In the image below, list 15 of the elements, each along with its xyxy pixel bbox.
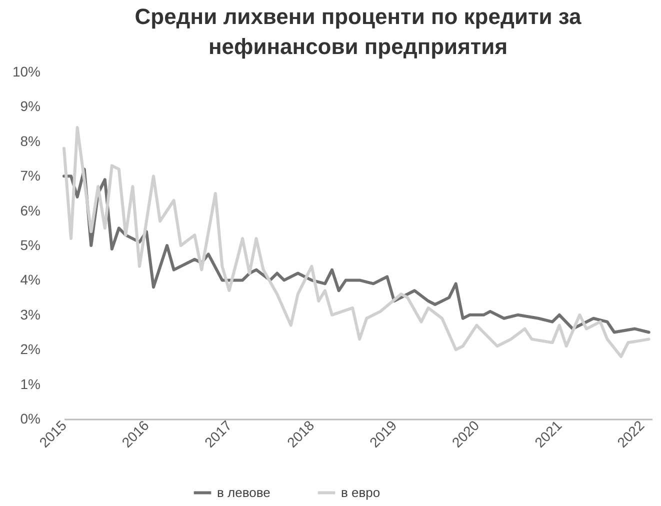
y-tick-label: 0% xyxy=(20,410,40,426)
y-tick-label: 3% xyxy=(20,306,40,322)
y-tick-label: 5% xyxy=(20,237,40,253)
chart-title: Средни лихвени проценти по кредити за нефинансови предприятия xyxy=(134,4,582,59)
y-tick-label: 8% xyxy=(20,132,40,149)
y-tick-label: 10% xyxy=(12,64,40,80)
legend-label: в евро xyxy=(341,484,380,500)
y-tick-label: 6% xyxy=(20,202,40,218)
y-tick-label: 4% xyxy=(20,272,40,288)
y-tick-label: 7% xyxy=(20,168,40,184)
y-tick-label: 9% xyxy=(20,98,40,114)
legend-label: в левове xyxy=(217,484,270,500)
y-tick-label: 2% xyxy=(20,341,40,358)
y-tick-label: 1% xyxy=(20,376,40,392)
line-series xyxy=(62,126,650,358)
